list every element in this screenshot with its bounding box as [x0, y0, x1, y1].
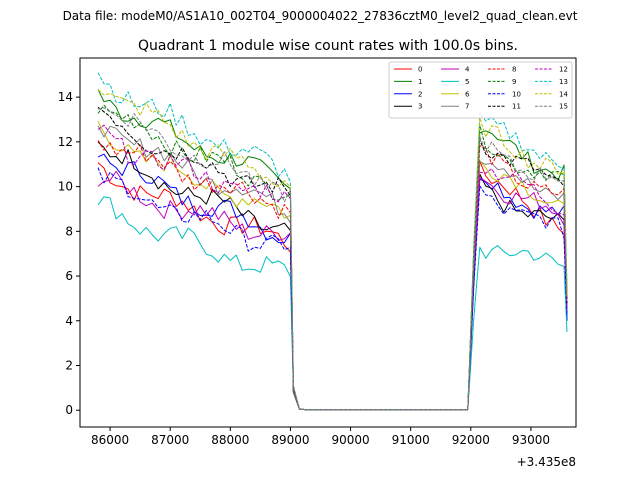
- chart-suptitle: Data file: modeM0/AS1A10_002T04_90000040…: [63, 9, 578, 23]
- legend-label-6: 6: [465, 90, 470, 98]
- y-tick-label: 10: [58, 180, 73, 194]
- series-line-1: [97, 89, 568, 411]
- legend-label-1: 1: [418, 78, 422, 86]
- legend-label-8: 8: [512, 66, 516, 74]
- series-line-3: [97, 141, 568, 411]
- legend-label-4: 4: [465, 66, 470, 74]
- y-tick-label: 2: [65, 359, 73, 373]
- plot-frame: [79, 57, 577, 428]
- x-tick-label: 87000: [151, 433, 189, 447]
- series-line-6: [97, 121, 568, 411]
- x-tick-label: 86000: [91, 433, 129, 447]
- legend-label-13: 13: [559, 78, 568, 86]
- series-line-11: [97, 106, 568, 411]
- y-tick-label: 14: [58, 90, 73, 104]
- legend-label-9: 9: [512, 78, 516, 86]
- x-tick-label: 92000: [452, 433, 490, 447]
- x-tick-label: 93000: [512, 433, 550, 447]
- legend-frame: [388, 61, 573, 119]
- y-tick-label: 12: [58, 135, 73, 149]
- x-tick-label: 88000: [211, 433, 249, 447]
- series-line-5: [97, 196, 568, 411]
- y-tick-label: 8: [65, 224, 73, 238]
- y-tick-label: 6: [65, 269, 73, 283]
- x-axis: 86000 87000 88000 89000 90000 91000 92000 93000: [91, 427, 550, 447]
- legend-label-15: 15: [559, 103, 568, 111]
- legend-label-10: 10: [512, 90, 521, 98]
- legend-label-7: 7: [465, 103, 469, 111]
- y-axis: 0 2 4 6 8 10 12 14: [58, 90, 80, 417]
- legend-label-2: 2: [418, 90, 422, 98]
- series-line-9: [97, 104, 568, 411]
- series-line-13: [97, 72, 568, 411]
- series-line-10: [97, 167, 568, 411]
- y-tick-label: 0: [65, 403, 73, 417]
- legend-label-5: 5: [465, 78, 469, 86]
- y-tick-label: 4: [65, 314, 73, 328]
- legend-label-11: 11: [512, 103, 521, 111]
- x-tick-label: 89000: [271, 433, 309, 447]
- legend-label-14: 14: [559, 90, 568, 98]
- series-layer: [97, 72, 568, 411]
- x-tick-label: 91000: [392, 433, 430, 447]
- series-line-4: [97, 170, 568, 411]
- legend-label-3: 3: [418, 103, 422, 111]
- legend-label-0: 0: [418, 66, 422, 74]
- series-line-15: [97, 107, 568, 411]
- x-tick-label: 90000: [331, 433, 369, 447]
- legend-label-12: 12: [559, 66, 568, 74]
- series-line-7: [97, 125, 568, 411]
- x-offset-label: +3.435e8: [517, 455, 576, 469]
- chart-title: Quadrant 1 module wise count rates with …: [138, 38, 518, 54]
